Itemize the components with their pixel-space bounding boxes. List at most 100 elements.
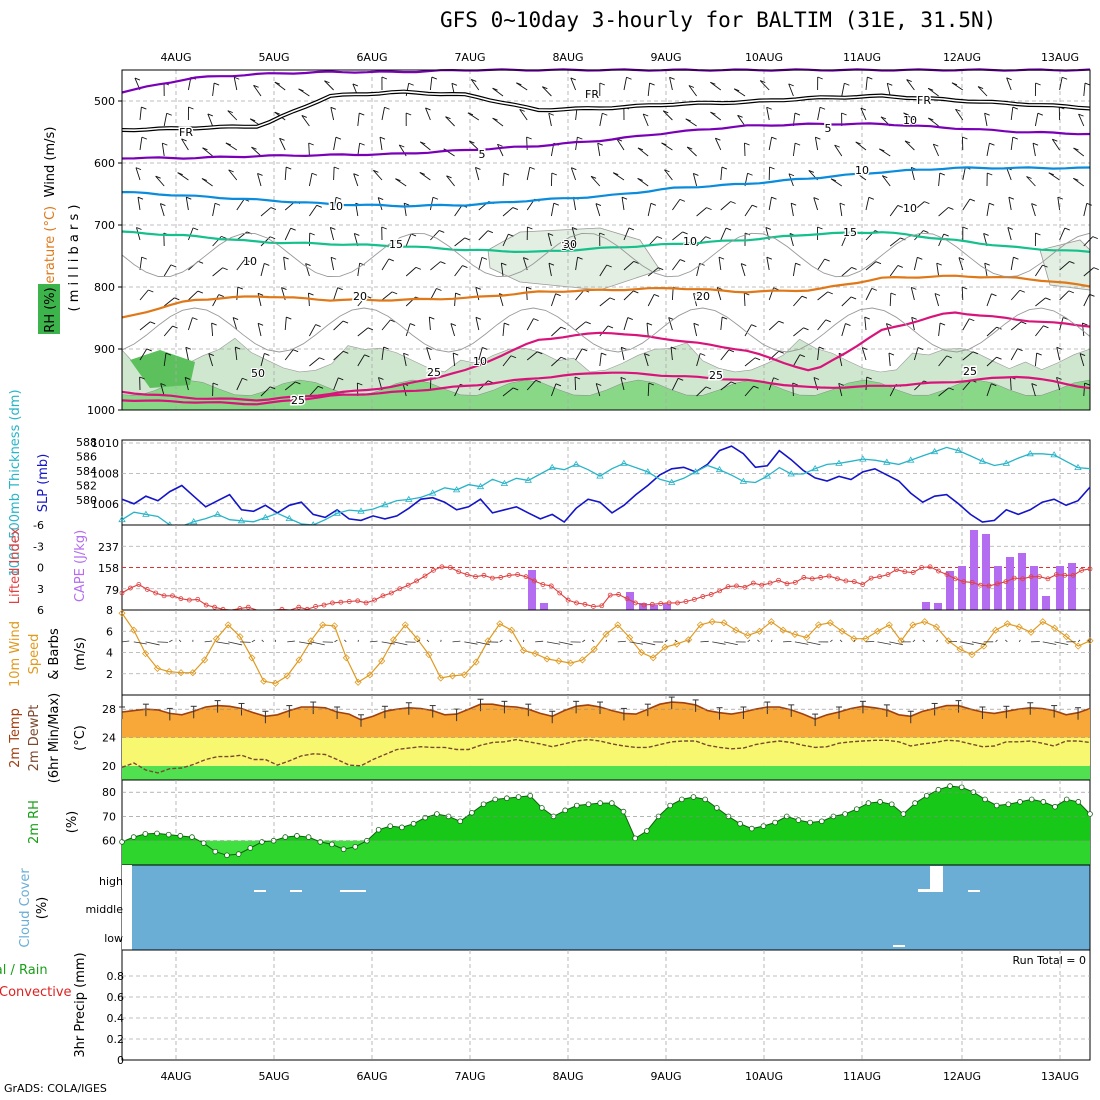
wind-barb [696,207,707,217]
wind-barb [696,353,701,367]
wind-barb-flag [286,166,292,170]
wind-barb-flag [685,118,691,122]
wind-barb-flag [923,230,929,233]
wind-barb-flag [295,381,301,385]
rh-band-overlay [122,840,1090,865]
wind-barb [688,85,697,97]
wind-barb [865,197,870,211]
wind-barb [643,353,649,367]
wind-barb-flag [903,112,909,116]
wind-barb [284,317,287,331]
wind-barb [526,136,528,151]
wind10-marker [755,627,764,635]
wind-barb [984,113,988,127]
wind-barb-flag [693,172,699,176]
wind-barb-flag [148,289,154,293]
lifted-index-tick: 6 [37,604,44,617]
wind10-marker [980,642,988,650]
wind-barb [478,230,489,241]
wind-barb-flag [769,166,775,170]
lifted-index-marker [843,578,849,584]
wind-barb [1032,143,1036,157]
lifted-index-marker [540,582,546,587]
thickness-marker [476,482,485,490]
wind-barb [308,173,313,187]
wind-barb-flag [778,320,784,324]
wind-barb-flag [359,262,365,266]
wind-barb [405,233,412,247]
wind-barb [1034,353,1038,367]
wind-barb-flag [656,236,663,239]
wind-barb [1006,77,1012,91]
wind10-barb [334,639,338,643]
wind-barb [768,137,773,151]
rh-marker [340,846,347,853]
wind-barb-flag [337,287,343,291]
wind-barb-flag [733,88,740,92]
wind-barb-flag [663,110,669,114]
wind-barb-flag [808,170,814,173]
cloud-gap [893,945,905,947]
wind-barb-flag [330,256,337,260]
wind-barb [768,197,772,211]
wind-barb-flag [281,287,287,290]
wind-barb [928,117,939,127]
wind-barb-flag [649,82,655,86]
thickness-marker [381,501,389,508]
wind-barb [236,378,243,391]
wind-barb-flag [377,197,384,200]
wind10-barb [558,641,573,646]
wind-barb-flag [1064,227,1070,231]
wind-barb [236,259,246,271]
thickness-marker [285,514,294,521]
wind-barb [377,197,383,211]
wind-barb-flag [487,230,494,234]
wind-barb-flag [426,347,432,350]
wind-barb [1009,376,1012,391]
wind-barb [889,205,899,217]
thickness-marker [739,477,748,484]
wind-barb-flag [606,264,612,268]
wind-barb [1056,377,1061,391]
wind-barb [793,295,803,307]
wind-barb-flag [469,140,475,144]
wind-barb [419,141,431,151]
wind-barb [139,257,143,271]
wind-barb-flag [693,322,699,326]
cape-bar [626,592,634,610]
wind-barb [599,264,608,277]
wind-barb [542,86,552,97]
wind-barb-flag [227,110,233,114]
wind-barb-flag [585,321,591,325]
wind-barb [814,137,819,151]
lifted-index-marker [447,565,453,570]
wind-barb-flag [653,294,660,297]
rh-marker [807,819,813,826]
wind-barb [932,143,940,157]
wind-barb [251,146,262,157]
wind-barb-flag [311,172,318,176]
wind-barb-flag [627,317,633,320]
wind-barb [446,175,455,187]
wind10-marker [720,619,728,627]
wind-barb [492,87,504,97]
wind-barb [430,230,440,241]
wind-barb [938,355,948,367]
rh-marker [644,828,650,834]
wind-barb-flag [946,355,952,359]
wind-barb-flag [508,233,514,237]
wind-barb-flag [406,112,412,116]
wind10-marker [649,654,657,662]
wind-barb [817,258,825,271]
wind-barb [445,116,455,127]
wind10-marker [177,669,185,677]
wind10-barb [1054,641,1069,646]
rh-marker [842,811,848,817]
wind-barb [1051,138,1060,151]
wind-barb [647,382,650,397]
wind-barb-flag [939,322,946,326]
temp-line [121,701,1091,721]
wind-barb [160,383,165,397]
lifted-index-marker [481,572,487,578]
wind-barb [841,267,852,277]
